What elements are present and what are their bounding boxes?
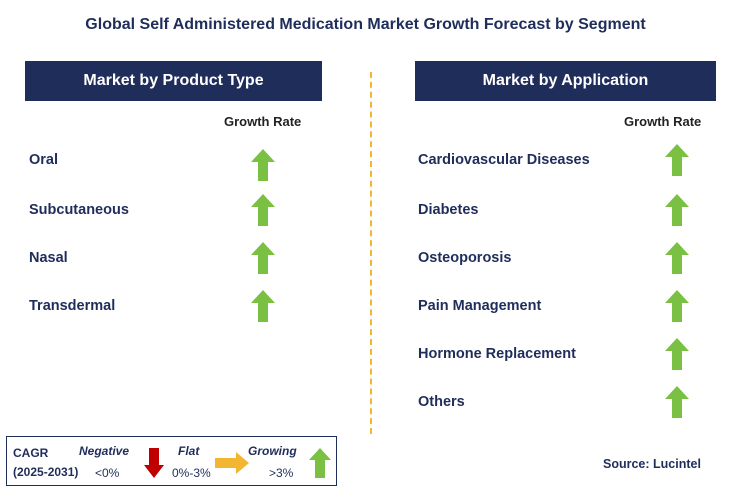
growing-arrow-icon	[665, 338, 689, 370]
application-item: Pain Management	[418, 298, 542, 314]
growing-arrow-icon	[665, 194, 689, 226]
product-type-header: Market by Product Type	[25, 61, 322, 101]
growing-arrow-icon	[251, 242, 275, 274]
panel-divider	[370, 72, 372, 434]
growing-arrow-icon	[665, 242, 689, 274]
legend-flat-range: 0%-3%	[172, 466, 211, 480]
growing-arrow-icon	[309, 448, 331, 478]
growing-arrow-icon	[251, 290, 275, 322]
cagr-legend: CAGR (2025-2031) Negative <0% Flat 0%-3%…	[6, 436, 337, 486]
legend-negative-label: Negative	[79, 444, 130, 458]
product-type-item: Subcutaneous	[29, 202, 129, 218]
application-item: Hormone Replacement	[418, 346, 576, 362]
source-note: Source: Lucintel	[603, 457, 701, 471]
flat-arrow-icon	[215, 452, 249, 474]
growing-arrow-icon	[665, 290, 689, 322]
legend-negative-range: <0%	[95, 466, 120, 480]
growing-arrow-icon	[665, 386, 689, 418]
chart-title: Global Self Administered Medication Mark…	[85, 16, 646, 33]
legend-flat-label: Flat	[178, 444, 200, 458]
growth-rate-label-right: Growth Rate	[624, 114, 702, 129]
legend-growing-range: >3%	[269, 466, 294, 480]
negative-arrow-icon	[144, 448, 164, 478]
product-type-item: Transdermal	[29, 298, 116, 314]
product-type-item: Nasal	[29, 250, 68, 266]
application-item: Osteoporosis	[418, 250, 512, 266]
legend-cagr-label: CAGR	[13, 446, 49, 460]
application-item: Diabetes	[418, 202, 479, 218]
application-header: Market by Application	[415, 61, 716, 101]
legend-growing-label: Growing	[248, 444, 297, 458]
application-item: Cardiovascular Diseases	[418, 152, 590, 168]
legend-period: (2025-2031)	[13, 465, 79, 479]
growing-arrow-icon	[251, 149, 275, 181]
product-type-item: Oral	[29, 152, 59, 168]
growing-arrow-icon	[665, 144, 689, 176]
growth-rate-label-left: Growth Rate	[224, 114, 302, 129]
application-item: Others	[418, 394, 465, 410]
growing-arrow-icon	[251, 194, 275, 226]
